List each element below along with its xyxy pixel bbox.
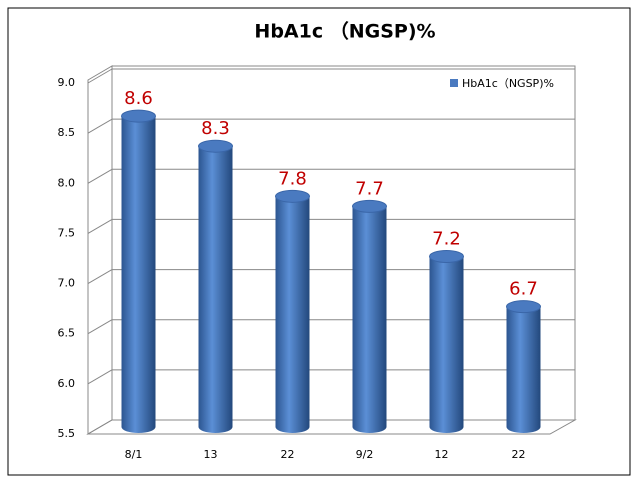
x-tick-label: 12: [435, 448, 449, 461]
value-label: 7.8: [278, 168, 307, 189]
y-tick-label: 6.5: [58, 327, 76, 340]
grid-line-side: [87, 319, 113, 335]
legend-label: HbA1c（NGSP)%: [462, 77, 554, 90]
chart-title: HbA1c （NGSP)%: [254, 20, 435, 43]
bar-top: [429, 250, 464, 264]
y-tick-label: 8.5: [58, 126, 76, 139]
bar-top: [121, 109, 156, 123]
grid-line-side: [87, 168, 113, 184]
bar: [352, 206, 387, 434]
y-tick-label: 7.0: [58, 277, 76, 290]
bar: [275, 196, 310, 434]
value-label: 7.7: [355, 178, 384, 199]
y-tick-label: 8.0: [58, 176, 76, 189]
x-tick-label: 8/1: [125, 448, 143, 461]
bar: [198, 146, 233, 434]
value-label: 8.3: [201, 118, 230, 139]
x-tick-label: 13: [204, 448, 218, 461]
value-label: 7.2: [432, 229, 461, 250]
grid-line-side: [87, 218, 113, 234]
x-tick-label: 22: [512, 448, 526, 461]
grid-line-side: [87, 118, 113, 134]
floor: [86, 419, 577, 435]
value-label: 8.6: [124, 88, 153, 109]
x-tick-label: 9/2: [356, 448, 374, 461]
bar: [429, 256, 464, 434]
legend-swatch: [450, 79, 458, 87]
bar: [506, 306, 541, 434]
grid-line-side: [87, 68, 113, 84]
bar-top: [352, 199, 387, 213]
bar: [121, 116, 156, 433]
y-tick-label: 9.0: [58, 76, 76, 89]
bar-top: [198, 139, 233, 153]
value-label: 6.7: [509, 279, 538, 300]
grid-line-side: [87, 369, 113, 385]
bar-top: [506, 300, 541, 314]
x-tick-label: 22: [281, 448, 295, 461]
grid-line-side: [87, 419, 113, 435]
grid-line-side: [87, 269, 113, 285]
bar-top: [275, 189, 310, 203]
y-tick-label: 7.5: [58, 226, 76, 239]
y-tick-label: 5.5: [58, 427, 76, 440]
y-tick-label: 6.0: [58, 377, 76, 390]
